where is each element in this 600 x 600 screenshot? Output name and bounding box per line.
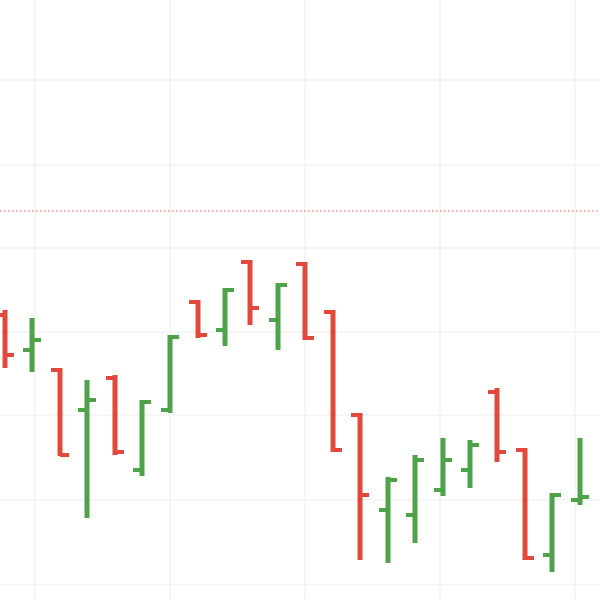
chart — [0, 0, 600, 600]
